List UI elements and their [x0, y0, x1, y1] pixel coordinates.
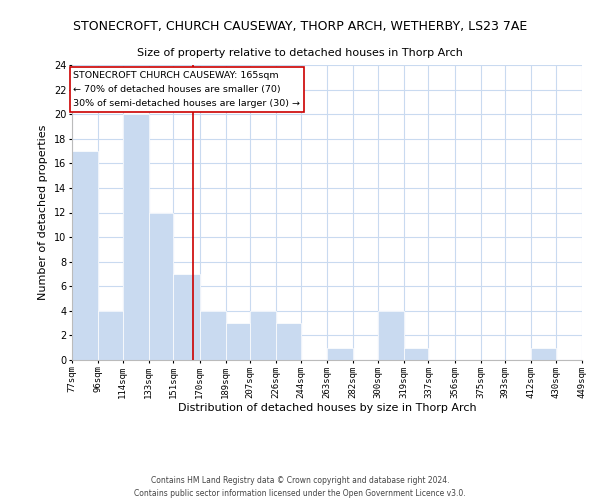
- Y-axis label: Number of detached properties: Number of detached properties: [38, 125, 49, 300]
- Bar: [531, 348, 556, 360]
- Text: Contains public sector information licensed under the Open Government Licence v3: Contains public sector information licen…: [134, 488, 466, 498]
- Bar: [276, 323, 301, 360]
- Bar: [199, 311, 226, 360]
- Bar: [98, 311, 123, 360]
- Text: STONECROFT, CHURCH CAUSEWAY, THORP ARCH, WETHERBY, LS23 7AE: STONECROFT, CHURCH CAUSEWAY, THORP ARCH,…: [73, 20, 527, 33]
- Bar: [327, 348, 353, 360]
- Bar: [226, 323, 250, 360]
- Text: STONECROFT CHURCH CAUSEWAY: 165sqm
← 70% of detached houses are smaller (70)
30%: STONECROFT CHURCH CAUSEWAY: 165sqm ← 70%…: [73, 71, 301, 108]
- Bar: [250, 311, 276, 360]
- Bar: [123, 114, 149, 360]
- Text: Contains HM Land Registry data © Crown copyright and database right 2024.: Contains HM Land Registry data © Crown c…: [151, 476, 449, 485]
- Bar: [173, 274, 199, 360]
- Bar: [378, 311, 404, 360]
- Bar: [404, 348, 428, 360]
- Text: Size of property relative to detached houses in Thorp Arch: Size of property relative to detached ho…: [137, 48, 463, 58]
- Bar: [149, 212, 173, 360]
- X-axis label: Distribution of detached houses by size in Thorp Arch: Distribution of detached houses by size …: [178, 404, 476, 413]
- Bar: [72, 151, 98, 360]
